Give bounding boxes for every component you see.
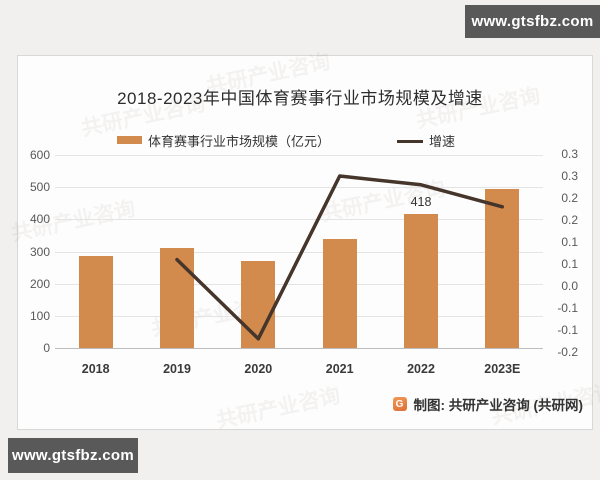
right-axis-tick-label: -0.2 bbox=[557, 345, 578, 359]
x-axis-category-label: 2021 bbox=[325, 362, 354, 376]
market-size-bar bbox=[485, 189, 520, 348]
gridline bbox=[55, 283, 543, 285]
market-size-bar bbox=[160, 248, 194, 348]
gongyan-logo-icon: G bbox=[392, 397, 407, 411]
left-axis-tick-label: 500 bbox=[29, 180, 50, 195]
site-url-text: www.gtsfbz.com bbox=[12, 447, 134, 464]
gridline bbox=[55, 187, 543, 189]
bar-data-label: 418 bbox=[410, 194, 432, 209]
right-axis-tick-label: -0.1 bbox=[557, 301, 578, 315]
right-axis-tick-label: 0.2 bbox=[561, 213, 578, 227]
legend-line-swatch bbox=[397, 140, 423, 143]
x-axis-category-label: 2018 bbox=[81, 362, 110, 376]
left-axis-tick-label: 0 bbox=[43, 341, 50, 355]
x-axis-category-label: 2019 bbox=[163, 362, 191, 376]
legend-bar-swatch bbox=[117, 136, 142, 144]
x-axis-category-label: 2020 bbox=[244, 362, 273, 376]
right-axis-tick-label: 0.2 bbox=[561, 191, 578, 205]
market-size-bar bbox=[404, 213, 438, 348]
right-axis-tick-label: 0.3 bbox=[561, 169, 578, 183]
gridline bbox=[55, 251, 543, 253]
legend-bar-label: 体育赛事行业市场规模（亿元） bbox=[148, 134, 331, 149]
market-size-bar bbox=[78, 255, 113, 348]
right-axis-tick-label: 0.1 bbox=[561, 257, 578, 271]
site-url-text: www.gtsfbz.com bbox=[471, 13, 594, 30]
left-axis-tick-label: 100 bbox=[29, 308, 50, 323]
gridline bbox=[55, 348, 543, 349]
gridline bbox=[55, 219, 543, 221]
chart-title: 2018-2023年中国体育赛事行业市场规模及增速 bbox=[117, 89, 483, 108]
gridline bbox=[55, 315, 543, 317]
legend-line-label: 增速 bbox=[429, 134, 456, 149]
gridline bbox=[55, 155, 543, 156]
left-axis-tick-label: 600 bbox=[29, 148, 50, 162]
site-watermark-banner-bottom[interactable]: www.gtsfbz.com bbox=[8, 438, 138, 473]
left-axis-tick-label: 400 bbox=[29, 212, 50, 227]
right-axis-tick-label: 0.0 bbox=[561, 279, 578, 293]
x-axis-category-label: 2022 bbox=[407, 362, 435, 376]
x-axis-category-label: 2023E bbox=[484, 362, 521, 376]
right-axis-tick-label: 0.1 bbox=[561, 235, 578, 249]
left-axis-tick-label: 200 bbox=[29, 276, 50, 291]
chart-source-text: 制图: 共研产业咨询 (共研网) bbox=[413, 398, 584, 413]
market-size-bar bbox=[322, 238, 357, 348]
chart-source-footer: G 制图: 共研产业咨询 (共研网) bbox=[0, 394, 583, 414]
right-axis-tick-label: 0.3 bbox=[561, 147, 578, 161]
site-watermark-banner-top[interactable]: www.gtsfbz.com bbox=[465, 5, 600, 38]
market-size-bar bbox=[241, 260, 276, 348]
left-axis-tick-label: 300 bbox=[29, 244, 50, 259]
right-axis-tick-label: -0.1 bbox=[557, 323, 578, 337]
